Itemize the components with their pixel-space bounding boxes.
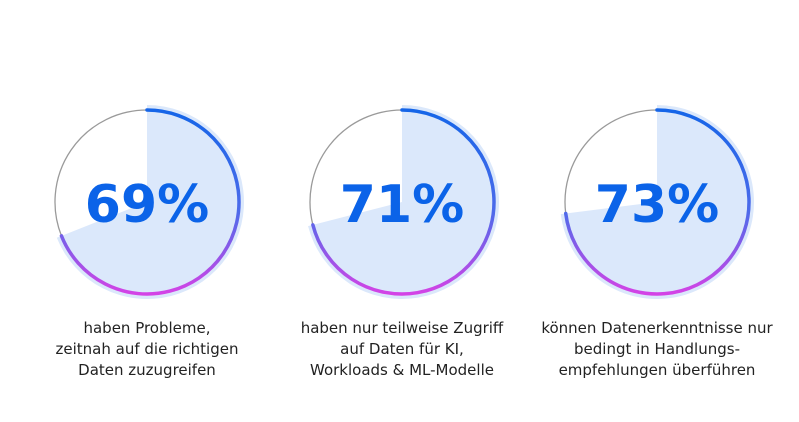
value-arc-1: [59, 108, 241, 296]
percent-label-2: 71%: [340, 175, 464, 235]
value-sector-1: [56, 105, 244, 299]
value-arc-3: [563, 108, 751, 296]
value-arc-2: [311, 108, 496, 296]
donut-chart-2: 71%: [308, 105, 500, 300]
donut-chart-3: 73%: [560, 105, 754, 300]
stat-1: 69% haben Probleme, zeitnah auf die rich…: [17, 0, 277, 422]
caption-2-line-3: Workloads & ML-Modelle: [310, 361, 494, 379]
caption-1-line-3: Daten zuzugreifen: [78, 361, 216, 379]
caption-3-line-2: bedingt in Handlungs-: [574, 340, 740, 358]
stat-3: 73% können Datenerkenntnisse nur bedingt…: [527, 0, 787, 422]
percent-label-1: 69%: [85, 175, 209, 235]
caption-1-line-1: haben Probleme,: [83, 319, 211, 337]
value-sector-2: [308, 105, 500, 300]
stat-2: 71% haben nur teilweise Zugriff auf Date…: [272, 0, 532, 422]
caption-1: haben Probleme, zeitnah auf die richtige…: [17, 318, 277, 381]
value-sector-3: [560, 105, 754, 300]
caption-3: können Datenerkenntnisse nur bedingt in …: [527, 318, 787, 381]
track-arc-1: [54, 109, 148, 237]
caption-1-line-2: zeitnah auf die richtigen: [55, 340, 239, 358]
track-arc-3: [564, 109, 658, 214]
caption-3-line-3: empfehlungen überführen: [558, 361, 756, 379]
percent-label-3: 73%: [595, 175, 719, 235]
caption-2: haben nur teilweise Zugriff auf Daten fü…: [272, 318, 532, 381]
caption-3-line-1: können Datenerkenntnisse nur: [541, 319, 773, 337]
track-arc-2: [309, 109, 403, 226]
caption-2-line-1: haben nur teilweise Zugriff: [300, 319, 504, 337]
donut-chart-1: 69%: [54, 105, 244, 299]
caption-2-line-2: auf Daten für KI,: [340, 340, 464, 358]
